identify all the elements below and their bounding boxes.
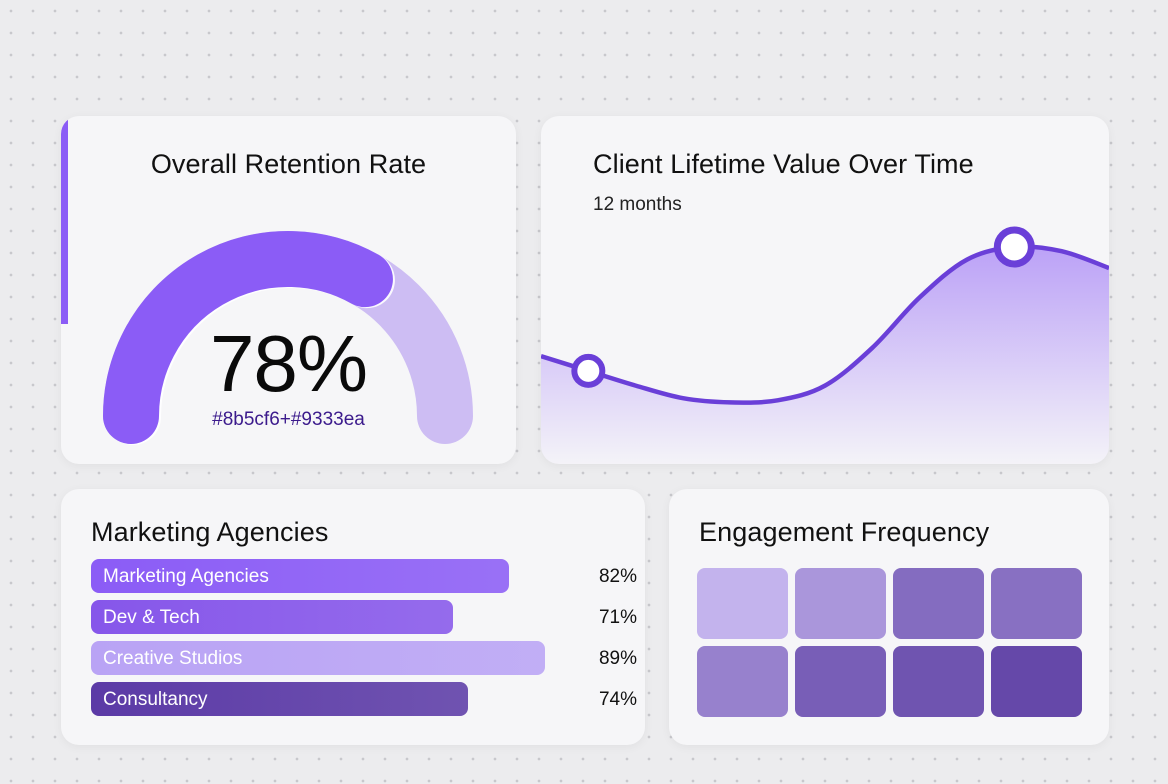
lifetime-value-title: Client Lifetime Value Over Time: [593, 149, 974, 179]
lifetime-value-chart: [541, 226, 1109, 464]
heatmap-cell[interactable]: [991, 646, 1082, 717]
heatmap-cell[interactable]: [697, 568, 788, 639]
lifetime-value-subtitle: 12 months: [593, 194, 682, 215]
bar-label: Creative Studios: [103, 648, 243, 669]
bar-label: Marketing Agencies: [103, 566, 269, 587]
segments-card: Marketing Agencies Marketing Agencies 82%…: [61, 489, 645, 745]
heatmap-cell[interactable]: [893, 646, 984, 717]
retention-title: Overall Retention Rate: [150, 149, 427, 179]
gauge-color-caption: #8b5cf6+#9333ea: [212, 409, 365, 430]
heatmap-cell[interactable]: [795, 646, 886, 717]
bar-label: Consultancy: [103, 689, 208, 710]
bar-row: Creative Studios 89%: [91, 641, 637, 675]
bar-value-label: 74%: [598, 689, 637, 710]
bar-value-label: 89%: [598, 648, 637, 669]
line-area-fill: [541, 246, 1109, 464]
retention-card: Overall Retention Rate 78% #8b5cf6+#9333…: [61, 116, 516, 464]
bar-fill[interactable]: Marketing Agencies: [91, 559, 510, 593]
bar-value-label: 71%: [598, 607, 637, 628]
segments-title: Marketing Agencies: [91, 517, 329, 547]
bar-fill[interactable]: Creative Studios: [91, 641, 545, 675]
bar-fill[interactable]: Consultancy: [91, 682, 469, 716]
retention-gauge: [103, 231, 473, 444]
bar-row: Marketing Agencies 82%: [91, 559, 637, 593]
heatmap-cell[interactable]: [795, 568, 886, 639]
bar-label: Dev & Tech: [103, 607, 200, 628]
lifetime-value-card: Client Lifetime Value Over Time 12 month…: [541, 116, 1109, 464]
bar-row: Dev & Tech 71%: [91, 600, 637, 634]
heatmap-cell[interactable]: [893, 568, 984, 639]
retention-value: 78%: [209, 319, 368, 408]
accent-strip: [61, 116, 68, 324]
line-highlight-point[interactable]: [993, 226, 1035, 268]
line-highlight-point[interactable]: [571, 353, 606, 388]
bar-row: Consultancy 74%: [91, 682, 637, 716]
engagement-card: Engagement Frequency: [669, 489, 1109, 745]
bar-value-label: 82%: [598, 566, 637, 587]
gauge-fill: [103, 231, 393, 444]
heatmap-cell[interactable]: [991, 568, 1082, 639]
heatmap-cell[interactable]: [697, 646, 788, 717]
engagement-title: Engagement Frequency: [699, 517, 990, 547]
bar-fill[interactable]: Dev & Tech: [91, 600, 454, 634]
